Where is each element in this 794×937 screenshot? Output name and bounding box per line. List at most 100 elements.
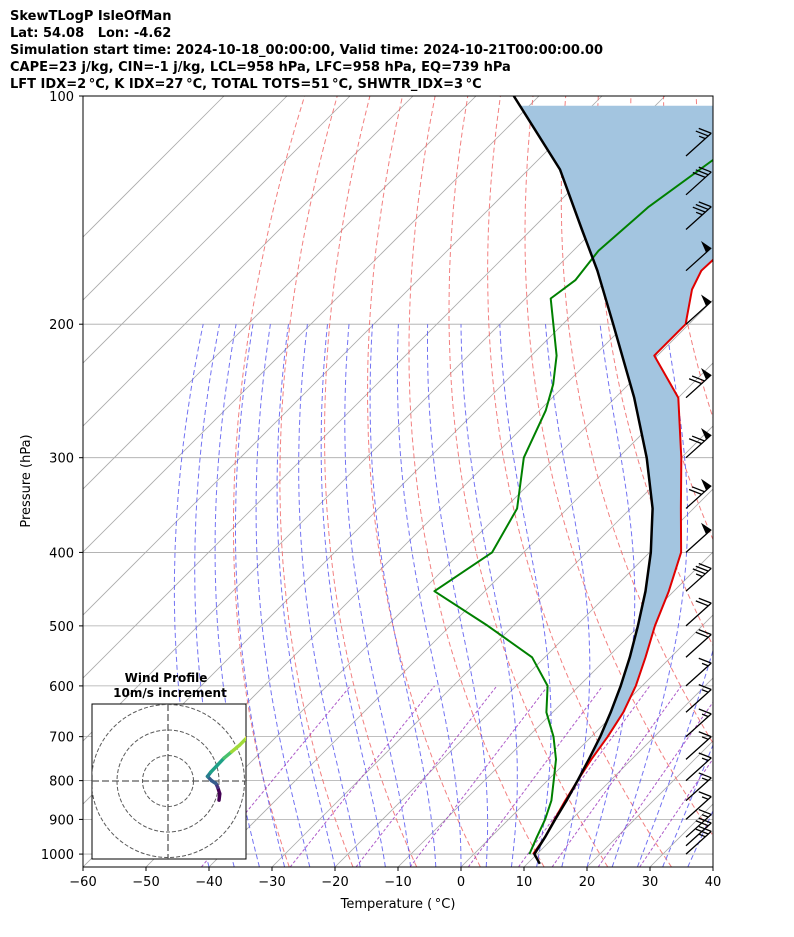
mixing-ratio-line <box>597 701 713 867</box>
dewpoint-line <box>433 158 713 855</box>
moist-adiabat <box>662 743 713 867</box>
barb-feather <box>698 684 712 691</box>
cape-fill <box>519 105 713 840</box>
mixing-ratio-line <box>467 685 604 867</box>
barb-half-feather <box>701 662 709 667</box>
wind-barb <box>685 657 712 687</box>
wind-barb <box>685 708 712 738</box>
wind-barb <box>685 368 712 399</box>
isotherm-line <box>83 96 225 238</box>
dry-adiabat <box>366 96 481 867</box>
wind-barb <box>685 808 712 838</box>
barb-staff <box>685 757 712 782</box>
barb-feather <box>688 438 702 445</box>
barb-feather <box>698 166 712 173</box>
moist-adiabat <box>687 809 713 867</box>
barb-feather <box>698 127 712 134</box>
barb-staff <box>685 529 712 553</box>
barb-staff <box>685 777 712 802</box>
chart-header: SkewTLogP IsleOfMan Lat: 54.08 Lon: -4.6… <box>10 8 603 93</box>
barb-feather <box>691 486 705 493</box>
barb-staff <box>685 300 712 325</box>
barb-feather <box>698 772 712 779</box>
barb-feather <box>698 808 712 816</box>
wind-barb <box>685 562 712 592</box>
wind-barb <box>685 127 712 157</box>
barb-staff <box>685 689 712 713</box>
x-tick-label: −60 <box>69 875 96 890</box>
isotherm-line <box>83 96 477 490</box>
barb-half-feather <box>698 135 706 140</box>
dry-adiabat <box>279 96 354 867</box>
x-tick-label: 20 <box>579 875 596 890</box>
wind-barb <box>685 597 712 627</box>
barb-staff <box>685 485 712 509</box>
y-tick-label: 100 <box>49 90 74 105</box>
wind-barb <box>685 752 712 782</box>
wind-barb <box>685 629 712 658</box>
x-tick-label: −30 <box>258 875 285 890</box>
isotherm-line <box>271 425 713 867</box>
barb-feather <box>698 791 712 798</box>
barb-feather <box>695 203 709 211</box>
moist-adiabat <box>545 324 591 867</box>
moist-adiabat <box>235 324 286 867</box>
barb-feather <box>698 752 712 759</box>
wind-barb <box>685 241 712 272</box>
wind-barb <box>685 684 712 713</box>
isotherm-line <box>523 677 713 867</box>
barb-feather <box>698 731 712 738</box>
barb-staff <box>685 434 712 459</box>
isotherm-line <box>83 96 540 553</box>
y-tick-label: 300 <box>49 452 74 467</box>
barb-half-feather <box>701 713 709 718</box>
dry-adiabat <box>560 96 713 745</box>
stability-indices: LFT IDX=2 °C, K IDX=27 °C, TOTAL TOTS=51… <box>10 77 482 92</box>
y-tick-label: 800 <box>49 775 74 790</box>
moist-adiabat <box>320 324 386 867</box>
moist-adiabat <box>255 324 311 867</box>
moist-adiabat <box>611 324 689 867</box>
isotherm-line <box>397 551 713 867</box>
wind-barb <box>685 166 712 196</box>
moist-adiabat <box>298 324 361 867</box>
barb-half-feather <box>701 777 709 782</box>
x-tick-label: 40 <box>705 875 722 890</box>
barb-feather <box>698 562 712 570</box>
mixing-ratio-line <box>355 685 498 867</box>
y-axis-label: Pressure (hPa) <box>19 434 34 527</box>
barb-staff <box>685 813 712 838</box>
barb-half-feather <box>698 833 706 838</box>
moist-adiabat <box>460 324 518 867</box>
barb-feather <box>688 488 702 496</box>
barb-feather <box>698 629 712 636</box>
parcel-line <box>512 96 654 865</box>
barb-staff <box>685 796 712 820</box>
barb-feather <box>691 375 705 382</box>
moist-adiabat <box>214 324 260 867</box>
moist-adiabat <box>369 324 437 867</box>
barb-staff <box>685 830 712 855</box>
barb-feather <box>692 171 706 179</box>
barb-flag <box>701 368 712 380</box>
barb-half-feather <box>701 796 709 800</box>
hodograph-trace-segment <box>214 756 226 768</box>
dry-adiabat <box>448 96 609 867</box>
wind-barb <box>685 825 712 855</box>
moist-adiabat <box>427 324 489 867</box>
barb-flag <box>701 241 712 253</box>
wind-barb <box>685 201 712 230</box>
hodograph-inset: Wind Profile 10m/s increment <box>91 671 247 860</box>
moist-adiabat <box>636 648 713 867</box>
x-axis-label: Temperature ( °C) <box>340 897 456 912</box>
barb-staff <box>685 662 712 687</box>
barb-staff <box>685 171 712 196</box>
barb-feather <box>688 378 702 385</box>
barb-staff <box>685 713 712 738</box>
title-station: SkewTLogP IsleOfMan <box>10 9 172 24</box>
barb-feather <box>698 201 712 208</box>
y-tick-label: 400 <box>49 546 74 561</box>
isotherm-line <box>208 362 713 867</box>
wind-barb <box>685 478 712 509</box>
